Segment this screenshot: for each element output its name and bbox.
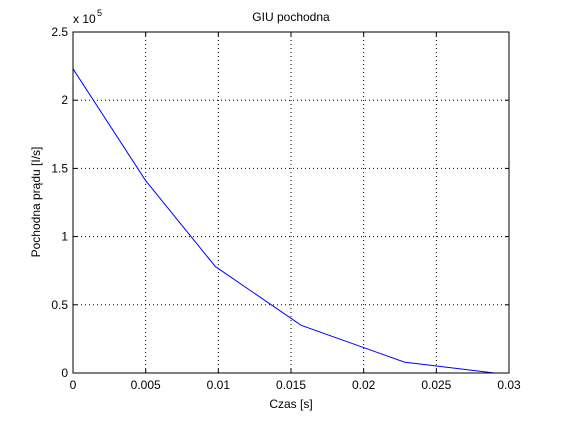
x-tick-label: 0 [70,378,77,392]
chart-title: GIU pochodna [252,10,330,24]
y-tick-label: 2 [61,93,68,107]
y-axis-label: Pochodna prądu [I/s] [29,147,43,258]
grid [73,32,509,373]
y-tick-label: 0.5 [51,298,68,312]
x-axis-label: Czas [s] [269,397,312,411]
x-tick-label: 0.015 [276,378,306,392]
y-tick-label: 2.5 [51,25,68,39]
plot-area [73,32,509,373]
x-tick-label: 0.03 [497,378,521,392]
y-exponent-base: x 10 [73,12,96,26]
series-line [72,68,495,374]
y-tick-label: 0 [61,366,68,380]
y-tick-labels: 0 0.5 1 1.5 2 2.5 [51,25,68,380]
x-tick-label: 0.025 [421,378,451,392]
x-tick-labels: 0 0.005 0.01 0.015 0.02 0.025 0.03 [70,378,521,392]
series-group [72,68,495,374]
y-tick-label: 1.5 [51,161,68,175]
tick-marks [72,31,510,374]
y-exponent-power: 5 [97,8,102,18]
x-tick-label: 0.01 [207,378,231,392]
x-tick-label: 0.02 [352,378,376,392]
x-tick-label: 0.005 [131,378,161,392]
y-tick-label: 1 [61,230,68,244]
